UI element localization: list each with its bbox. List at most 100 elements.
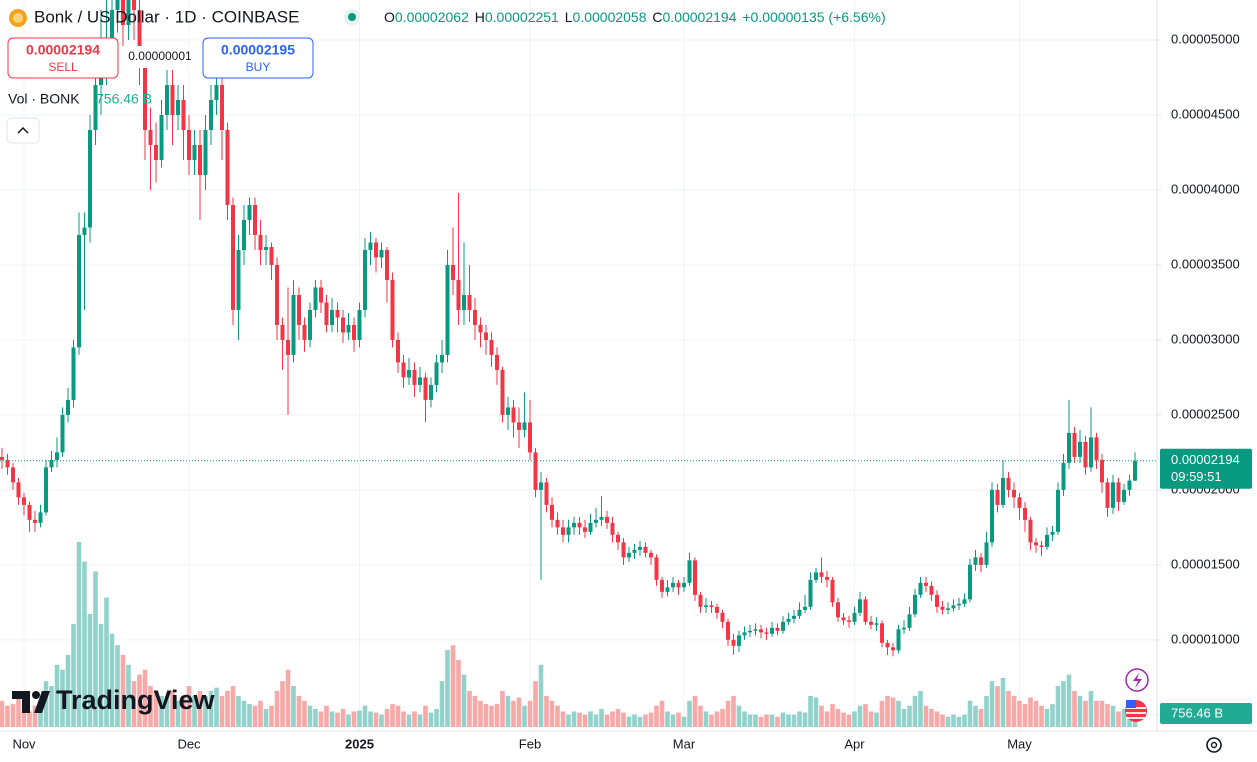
volume-bar (1099, 700, 1105, 727)
volume-layer (0, 542, 1138, 727)
candle-body (649, 552, 653, 558)
y-tick-label: 0.00003000 (1171, 331, 1240, 346)
candle-body (797, 609, 802, 616)
volume-bar (626, 716, 632, 727)
volume-bar (720, 708, 725, 727)
candle-body (731, 639, 736, 646)
volume-bar (879, 700, 885, 727)
buy-button[interactable] (202, 37, 314, 79)
volume-bar (148, 686, 153, 727)
x-tick-label: Dec (177, 736, 201, 751)
candle-body (555, 519, 560, 528)
volume-bar (775, 716, 780, 727)
volume-bar (665, 711, 670, 727)
candle-body (478, 324, 483, 333)
settings-icon[interactable] (1206, 737, 1222, 753)
candle-body (770, 627, 774, 634)
candle-body (962, 599, 967, 604)
candle-body (874, 623, 879, 625)
volume-bar (901, 708, 907, 727)
volume-bar (1077, 695, 1083, 727)
volume-bar (962, 714, 967, 727)
candle-body (313, 287, 318, 310)
volume-bar (1066, 674, 1072, 727)
candle-body (38, 512, 43, 523)
volume-bar (434, 708, 439, 727)
change: +0.00000135 (742, 9, 824, 25)
volume-bar (522, 705, 527, 727)
volume-bar (863, 704, 868, 727)
candle-body (720, 612, 725, 622)
candle-body (440, 354, 444, 363)
volume-bar (357, 710, 362, 727)
sell-button[interactable] (7, 37, 119, 79)
candle-body (896, 629, 901, 651)
volume-bar (1033, 700, 1039, 727)
candle-body (1028, 519, 1033, 543)
volume-bar (280, 681, 285, 727)
volume-bar (417, 714, 423, 727)
candle-body (990, 489, 994, 543)
volume-bar (450, 645, 456, 727)
volume-bar (890, 697, 896, 727)
candle-body (126, 0, 131, 26)
volume-bar (390, 704, 395, 727)
candle-body (858, 599, 862, 613)
volume-bar (467, 690, 472, 727)
x-tick-label: May (1007, 736, 1032, 751)
volume-bar (527, 700, 533, 727)
candle-body (418, 377, 422, 385)
candle-body (583, 527, 587, 532)
volume-bar (544, 695, 549, 727)
collapse-button[interactable] (6, 117, 40, 144)
change-percent: (+6.56%) (828, 9, 885, 25)
volume-bar (731, 695, 736, 727)
volume-bar (1006, 690, 1011, 727)
volume-bar (318, 711, 324, 727)
candle-body (82, 227, 87, 235)
volume-bar (241, 700, 247, 727)
volume-bar (560, 711, 566, 727)
candle-body (27, 504, 32, 520)
volume-bar (621, 712, 626, 727)
candle-body (786, 618, 791, 622)
volume-bar (373, 712, 379, 727)
volume-bar (643, 714, 648, 727)
candle-body (1017, 497, 1022, 508)
candle-body (979, 557, 983, 565)
volume-bar (978, 708, 984, 727)
candle-body (346, 324, 351, 333)
spread-box (122, 46, 199, 68)
volume-bar (725, 700, 731, 727)
candle-body (671, 582, 675, 588)
candle-body (759, 629, 763, 633)
volume-bar (742, 711, 747, 727)
candle-body (638, 546, 642, 550)
ohlc-label: O (384, 9, 395, 25)
symbol-title[interactable]: Bonk / US Dollar · 1D · COINBASE (34, 7, 299, 26)
candle-body (368, 242, 373, 250)
candle-body (544, 482, 549, 505)
candle-body (1127, 480, 1132, 490)
volume-bar (104, 597, 109, 727)
candle-body (726, 621, 730, 640)
volume-bar (736, 705, 742, 727)
volume-bar (0, 700, 5, 727)
candle-body (687, 560, 692, 583)
volume-bar (676, 712, 681, 727)
candle-body (170, 85, 175, 116)
ohlc-value: 0.00002194 (663, 9, 737, 25)
candle-body (528, 422, 532, 453)
volume-bar (1028, 697, 1033, 727)
volume-bar (296, 695, 302, 727)
candle-body (198, 145, 202, 175)
volume-last: 756.46 B (96, 91, 152, 107)
volume-bar (247, 704, 252, 727)
volume-bar (830, 704, 835, 727)
candle-body (55, 452, 59, 460)
candle-body (110, 10, 114, 41)
candle-body (154, 145, 158, 160)
volume-bar (225, 690, 230, 727)
volume-bar (885, 695, 890, 727)
volume-bar (307, 705, 313, 727)
